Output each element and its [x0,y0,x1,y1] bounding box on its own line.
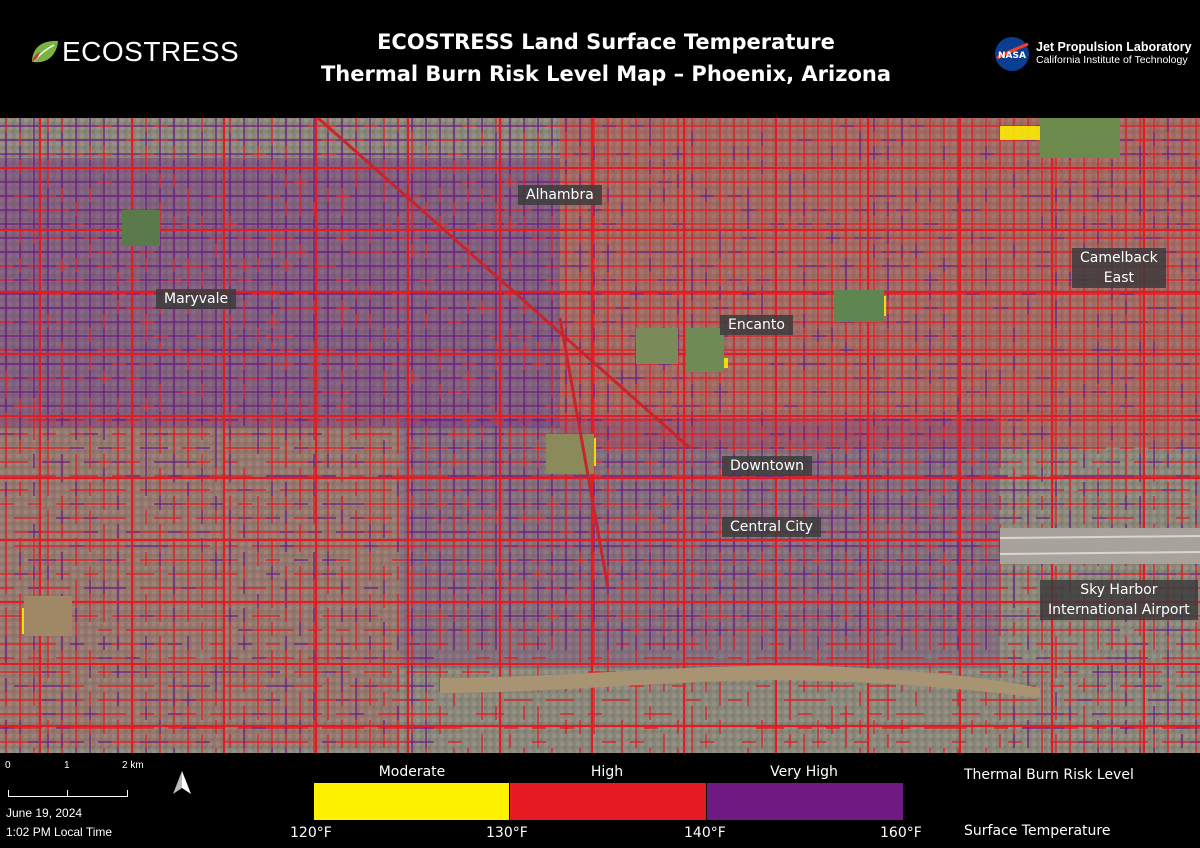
map-canvas [0,118,1200,753]
nasa-text: NASA [998,51,1026,61]
logo-text: ECOSTRESS [62,36,240,67]
leaf-icon [32,40,58,63]
jpl-name: Jet Propulsion Laboratory [1036,40,1192,54]
page-title: ECOSTRESS Land Surface Temperature Therm… [300,26,912,90]
heat-zone [0,418,400,748]
nasa-meatball-icon: NASA [995,37,1029,71]
jpl-logo: NASA Jet Propulsion Laboratory Californi… [994,36,1192,72]
caltech-name: California Institute of Technology [1036,54,1188,66]
title-line-1: ECOSTRESS Land Surface Temperature [377,30,835,54]
thermal-risk-map[interactable]: Alhambra Maryvale Encanto Camelback East… [0,118,1200,753]
ecostress-logo: ECOSTRESS [30,36,239,68]
title-line-2: Thermal Burn Risk Level Map – Phoenix, A… [320,62,891,86]
header-bar: ECOSTRESS ECOSTRESS Land Surface Tempera… [0,0,1200,118]
